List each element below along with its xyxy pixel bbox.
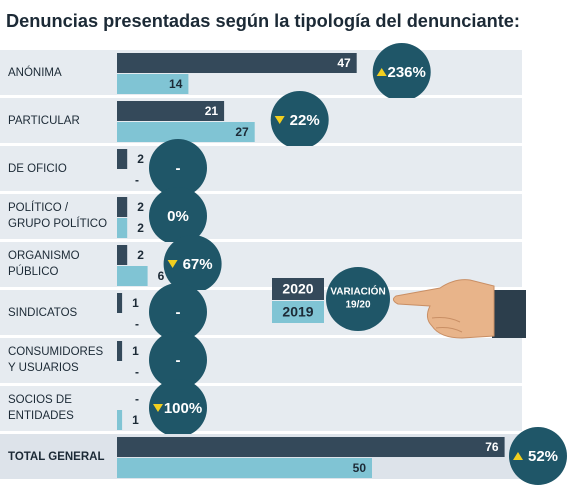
value-label: 27: [235, 125, 249, 139]
category-label: Y USUARIOS: [8, 362, 79, 374]
category-label: PARTICULAR: [8, 115, 80, 127]
variation-circle: [372, 43, 431, 101]
variation-circle: [149, 139, 207, 197]
variation-circle: [163, 235, 222, 293]
category-label: GRUPO POLÍTICO: [8, 217, 107, 230]
category-label: ANÓNIMA: [8, 66, 62, 79]
variation-circle: [149, 331, 207, 389]
bar: [117, 101, 225, 121]
bar: [117, 197, 128, 217]
category-label: SINDICATOS: [8, 307, 78, 319]
bar: [117, 410, 123, 430]
variation-label: 52%: [528, 448, 558, 465]
bar: [117, 266, 148, 286]
category-label: PÚBLICO: [8, 265, 59, 278]
pointing-hand: [392, 279, 526, 339]
bar: [117, 458, 372, 478]
variation-label: 22%: [290, 112, 320, 129]
variation-label: 67%: [183, 256, 213, 273]
bar: [117, 293, 123, 313]
bar: [117, 245, 128, 265]
value-label: -: [135, 173, 139, 187]
variation-label: 0%: [167, 208, 189, 225]
variation-arrow: [153, 404, 163, 412]
category-label: DE OFICIO: [8, 163, 67, 175]
variation-circle: [149, 379, 207, 437]
value-label: 2: [137, 152, 144, 166]
bar: [117, 53, 357, 73]
row-background: [0, 338, 522, 383]
bar: [117, 218, 128, 238]
category-label: SOCIOS DE: [8, 394, 72, 406]
legend-variation-label: VARIACIÓN: [330, 285, 385, 298]
chart-title: Denuncias presentadas según la tipología…: [6, 11, 520, 31]
value-label: 6: [158, 269, 165, 283]
value-label: 1: [132, 296, 139, 310]
variation-label: -: [176, 304, 181, 321]
category-label: ORGANISMO: [8, 250, 80, 262]
bar: [117, 122, 255, 142]
category-label: CONSUMIDORES: [8, 346, 104, 358]
legend-variation-circle: [326, 267, 390, 331]
variation-label: 236%: [388, 64, 426, 81]
legend-label: 2020: [282, 281, 313, 297]
bar: [117, 437, 505, 457]
value-label: -: [135, 365, 139, 379]
value-label: -: [135, 392, 139, 406]
bar: [117, 149, 128, 169]
value-label: 47: [337, 56, 351, 70]
category-label: ENTIDADES: [8, 410, 74, 422]
row-background: [0, 194, 522, 239]
value-label: 1: [132, 344, 139, 358]
value-label: 76: [485, 440, 499, 454]
category-label: TOTAL GENERAL: [8, 451, 104, 463]
value-label: 50: [353, 461, 367, 475]
variation-circle: [270, 91, 329, 149]
legend-variation-label: 19/20: [345, 300, 370, 311]
value-label: 2: [137, 221, 144, 235]
variation-arrow: [274, 116, 285, 124]
variation-circle: [149, 283, 207, 341]
legend-swatch: [272, 301, 324, 323]
legend-swatch: [272, 278, 324, 300]
category-label: POLÍTICO /: [8, 201, 69, 214]
variation-circle: [149, 187, 207, 245]
variation-arrow: [376, 68, 387, 76]
legend-label: 2019: [282, 304, 313, 320]
value-label: 2: [137, 200, 144, 214]
value-label: -: [135, 317, 139, 331]
variation-label: -: [176, 160, 181, 177]
value-label: 14: [169, 77, 183, 91]
variation-label: 100%: [164, 400, 202, 417]
value-label: 21: [205, 104, 219, 118]
row-background: [0, 98, 522, 143]
bar: [117, 74, 189, 94]
value-label: 2: [137, 248, 144, 262]
row-background: [0, 386, 522, 431]
variation-circle: [509, 427, 567, 485]
bar: [117, 341, 123, 361]
value-label: 1: [132, 413, 139, 427]
variation-arrow: [167, 260, 178, 268]
variation-arrow: [513, 452, 523, 460]
row-background: [0, 146, 522, 191]
row-background: [0, 242, 522, 287]
variation-label: -: [176, 352, 181, 369]
